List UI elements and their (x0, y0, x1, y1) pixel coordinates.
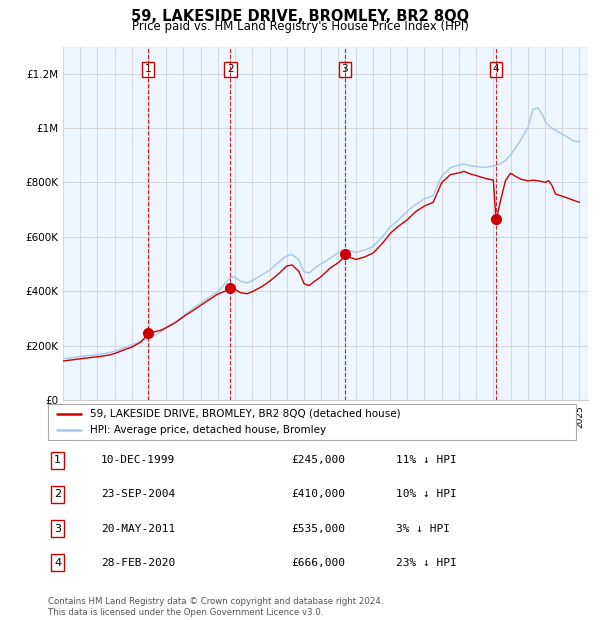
Text: £666,000: £666,000 (291, 557, 345, 568)
Text: £535,000: £535,000 (291, 523, 345, 534)
Text: 1: 1 (145, 64, 151, 74)
Text: 4: 4 (54, 557, 61, 568)
Bar (148, 46, 230, 400)
Bar (345, 46, 496, 400)
Text: 4: 4 (493, 64, 499, 74)
Text: £245,000: £245,000 (291, 455, 345, 466)
Bar (230, 46, 345, 400)
Text: 23% ↓ HPI: 23% ↓ HPI (397, 557, 457, 568)
Text: 10-DEC-1999: 10-DEC-1999 (101, 455, 175, 466)
Text: Price paid vs. HM Land Registry's House Price Index (HPI): Price paid vs. HM Land Registry's House … (131, 20, 469, 33)
Text: 1: 1 (54, 455, 61, 466)
Text: HPI: Average price, detached house, Bromley: HPI: Average price, detached house, Brom… (90, 425, 326, 435)
Bar (496, 46, 588, 400)
Text: 59, LAKESIDE DRIVE, BROMLEY, BR2 8QQ (detached house): 59, LAKESIDE DRIVE, BROMLEY, BR2 8QQ (de… (90, 409, 401, 419)
Text: £410,000: £410,000 (291, 489, 345, 500)
Text: 23-SEP-2004: 23-SEP-2004 (101, 489, 175, 500)
Text: 11% ↓ HPI: 11% ↓ HPI (397, 455, 457, 466)
Text: 59, LAKESIDE DRIVE, BROMLEY, BR2 8QQ: 59, LAKESIDE DRIVE, BROMLEY, BR2 8QQ (131, 9, 469, 24)
Text: 3% ↓ HPI: 3% ↓ HPI (397, 523, 451, 534)
Text: Contains HM Land Registry data © Crown copyright and database right 2024.
This d: Contains HM Land Registry data © Crown c… (48, 598, 383, 617)
Text: 20-MAY-2011: 20-MAY-2011 (101, 523, 175, 534)
Text: 3: 3 (341, 64, 348, 74)
Text: 28-FEB-2020: 28-FEB-2020 (101, 557, 175, 568)
Bar (63, 46, 148, 400)
Text: 10% ↓ HPI: 10% ↓ HPI (397, 489, 457, 500)
Text: 2: 2 (227, 64, 234, 74)
Text: 3: 3 (54, 523, 61, 534)
Text: 2: 2 (54, 489, 61, 500)
